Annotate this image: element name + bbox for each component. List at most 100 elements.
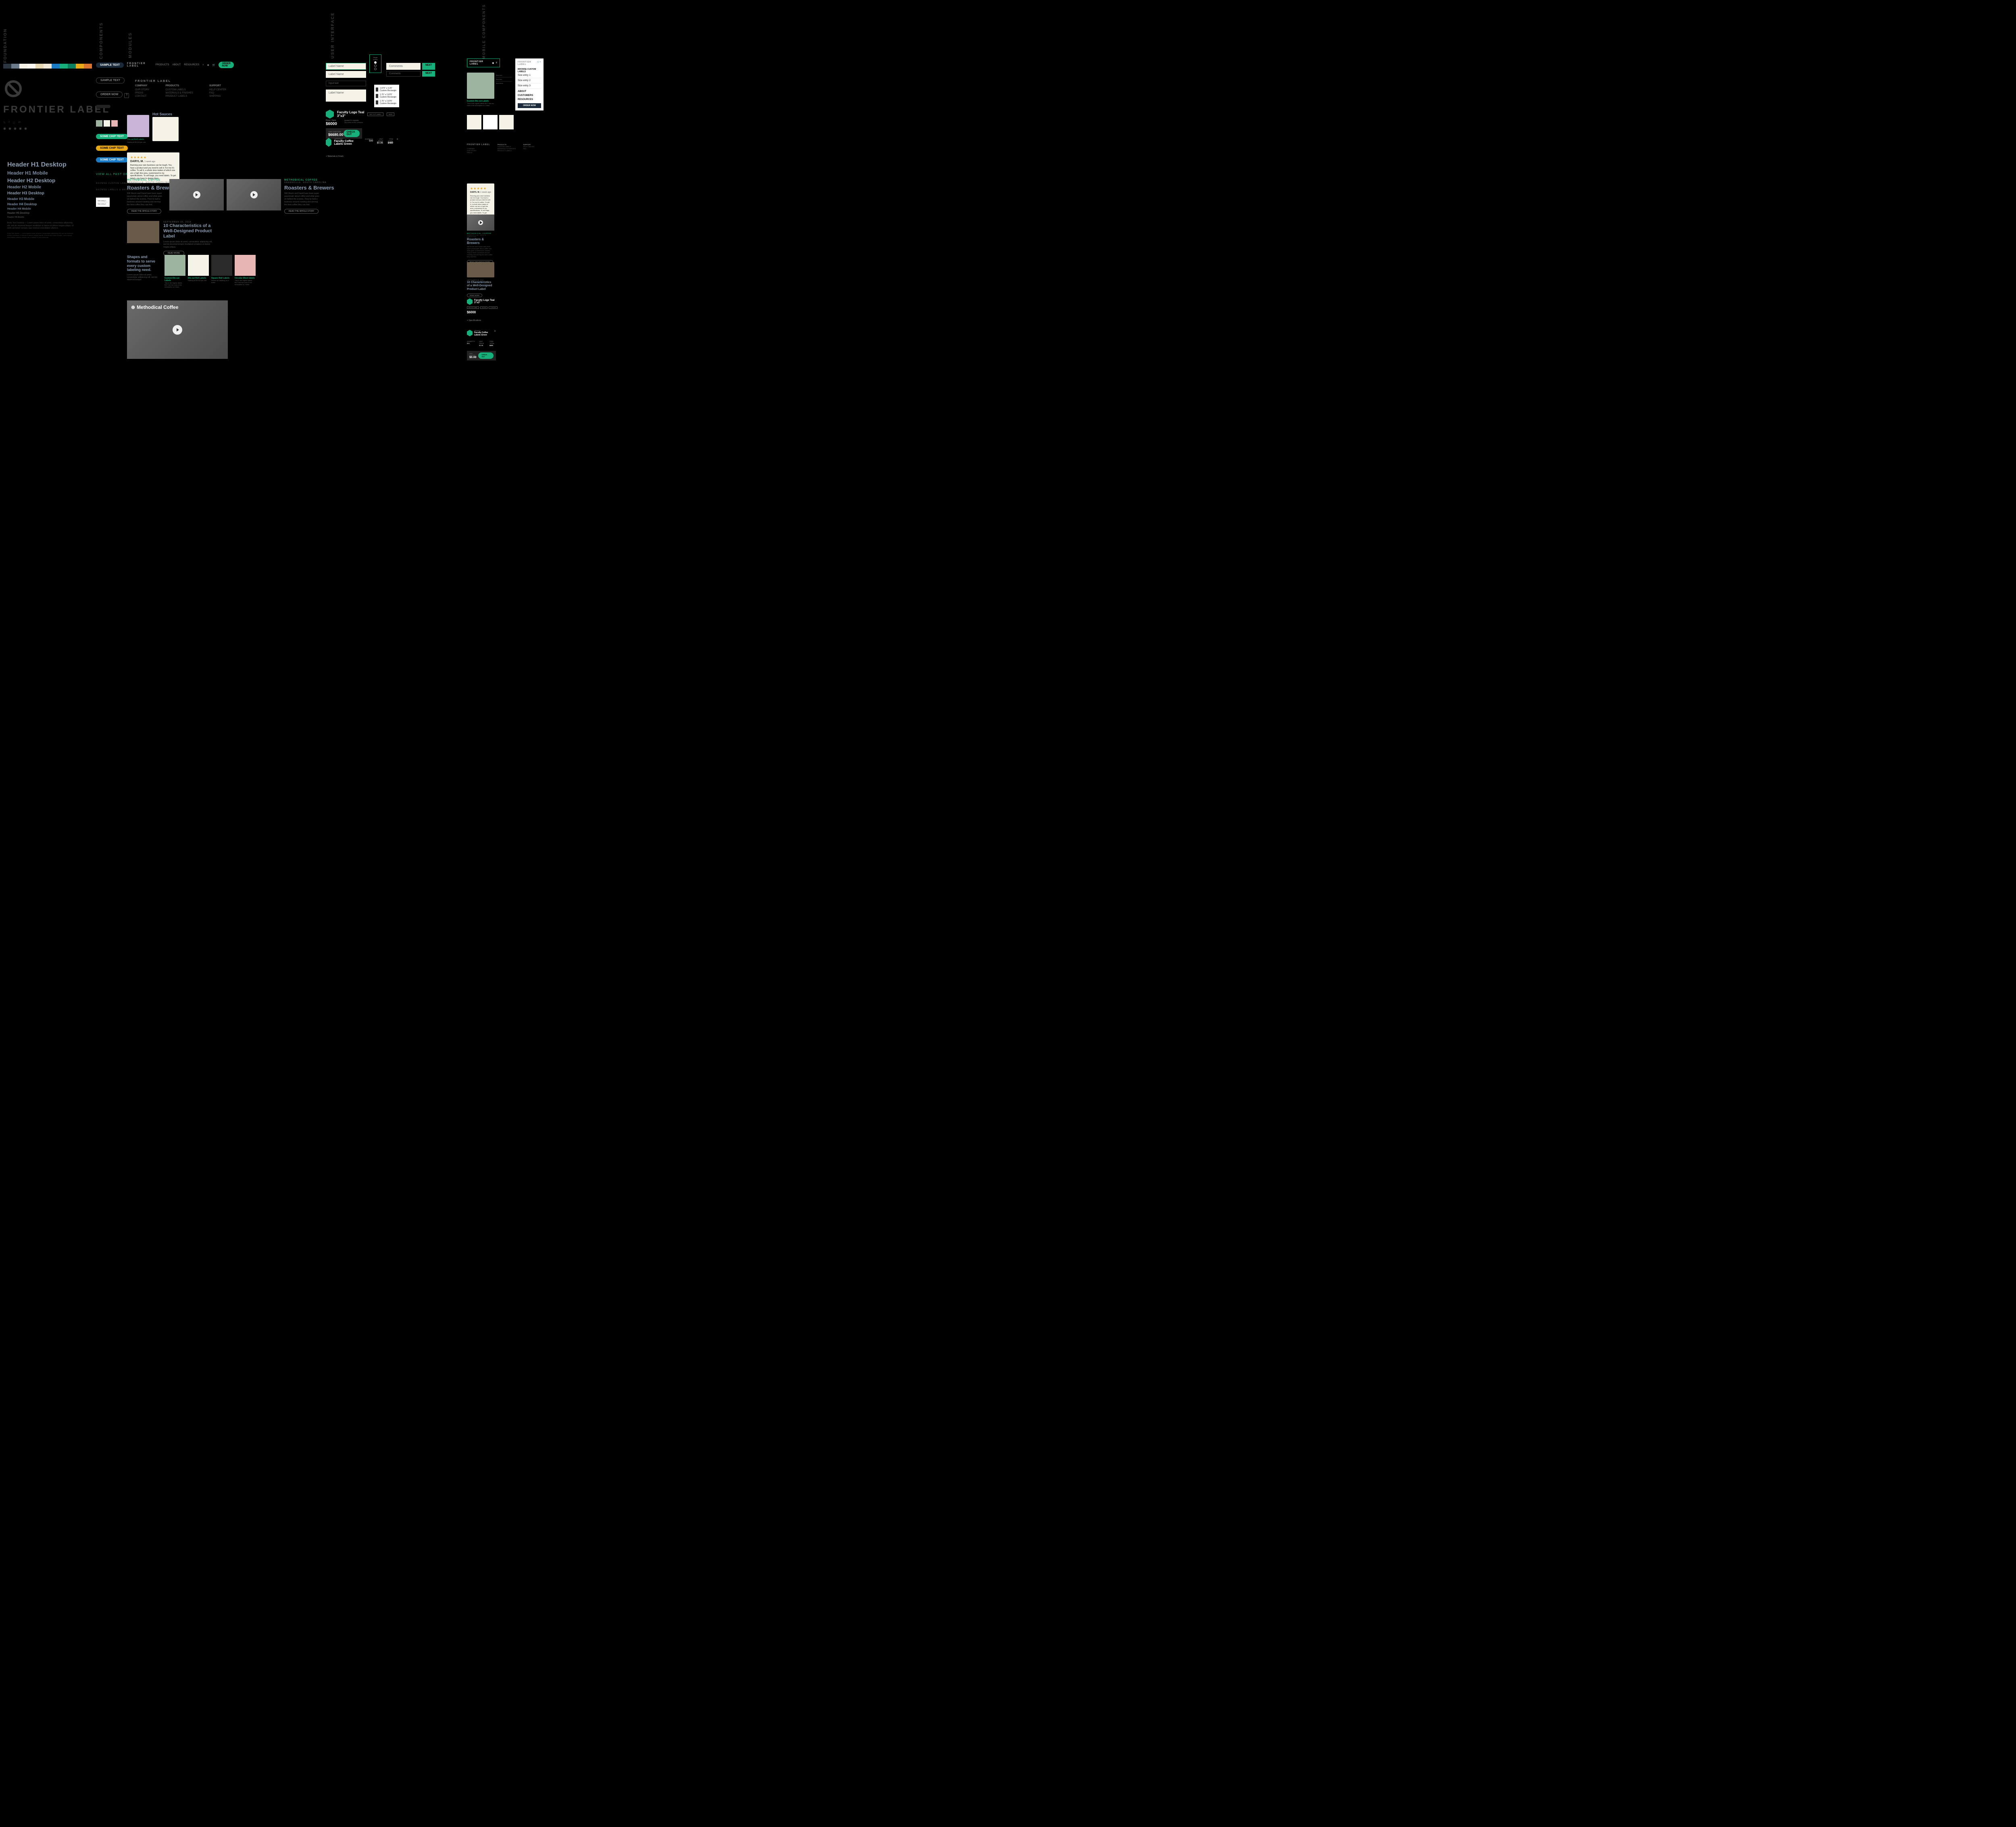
expand-materials[interactable]: + Materials & Finish: [326, 155, 344, 158]
product-thumb[interactable]: [152, 117, 179, 141]
subtotal-bar: CART SUBTOTAL $6680.00 CHECK OUT: [326, 128, 362, 139]
product-thumb[interactable]: [127, 115, 149, 137]
mobile-blog: SEPTEMBER 05, 2018 10 Characteristics of…: [467, 279, 494, 297]
shape-card[interactable]: Circular Sheet labelsThis is the regular…: [235, 255, 256, 288]
mobile-video[interactable]: [467, 215, 494, 231]
read-story-button[interactable]: READ THE WHOLE STORY: [127, 209, 161, 214]
chip-sample-solid[interactable]: SAMPLE TEXT: [96, 62, 124, 68]
cart-line: ORDERING Faculty Coffee Labels Green QUA…: [326, 138, 398, 147]
user-icon[interactable]: ◉: [207, 64, 209, 67]
mobile-blog-img[interactable]: [467, 262, 494, 277]
badge-diecut: DIE CUT LABEL: [367, 112, 383, 116]
input-text[interactable]: Input text: [326, 81, 366, 86]
video-hero[interactable]: ⊕ Methodical Coffee: [127, 300, 228, 359]
mobile-product-thumb[interactable]: [467, 73, 494, 99]
social-icon[interactable]: ◉: [8, 127, 11, 130]
social-icon[interactable]: ◉: [19, 127, 22, 130]
mobile-footer: FRONTIER LABEL COMPANY OUR STORYPRESS PR…: [467, 144, 534, 154]
section-foundation: FOUNDATION: [3, 28, 8, 63]
coffee-icon: ⊕: [131, 304, 135, 310]
size-dropdown[interactable]: 1.875" x 3.25" Custom Rectangle 1.75" x …: [374, 85, 399, 107]
play-icon: [193, 191, 200, 198]
social-icon[interactable]: ◉: [3, 127, 6, 130]
shape-card[interactable]: Die-cut Roll LabelsStarting at $0.018 pe…: [188, 255, 209, 288]
chip-yellow[interactable]: SOME CHIP TEXT: [96, 146, 128, 151]
facebook-icon[interactable]: f: [9, 121, 10, 124]
close-icon[interactable]: ✕: [539, 61, 541, 66]
textarea-label-name[interactable]: Label Name: [326, 90, 366, 102]
mobile-cart-line: ORDERING Faculty Coffee Labels Green ✕: [467, 330, 496, 336]
mobile-subtotal: CART SUBTOTAL $0.00 CHECK OUT: [467, 351, 496, 360]
thumb[interactable]: [467, 115, 481, 129]
video-thumb[interactable]: [227, 179, 281, 210]
cart-hex-icon: [326, 138, 331, 147]
thumb-swatch: [104, 120, 110, 127]
mobile-story: METHODICAL COFFEE GREENVILLE, SOUTH CARO…: [467, 232, 494, 264]
mobile-order-cta[interactable]: ORDER NOW: [518, 103, 541, 108]
color-palette: [3, 64, 92, 69]
twitter-icon[interactable]: 𝕏: [3, 121, 6, 124]
nav-item[interactable]: PRODUCTS: [156, 64, 169, 66]
menu-item[interactable]: Size entry 1: [518, 73, 541, 78]
input-label-name[interactable]: Label Name: [326, 63, 366, 70]
mobile-blog-cta[interactable]: READ MORE: [467, 294, 482, 297]
nav-brand[interactable]: FRONTIER LABEL: [127, 62, 150, 67]
menu-icon[interactable]: ≡: [496, 62, 497, 65]
mobile-prod-meta: Custom Die-cut Labels This is the regula…: [467, 100, 494, 106]
play-icon: [173, 325, 182, 335]
product-price: Starting at $0.018 per unit: [127, 141, 146, 143]
social-icon[interactable]: ◉: [24, 127, 27, 130]
thumb[interactable]: [483, 115, 498, 129]
input-comments-2[interactable]: Comments: [386, 71, 421, 77]
thumb-swatch: [111, 120, 118, 127]
mobile-header-frame: FRONTIER LABEL ◉ ≡: [467, 58, 500, 67]
close-icon[interactable]: ✕: [396, 138, 398, 141]
section-mobile: MOBILE COMPONENTS: [482, 4, 486, 59]
mobile-menu: FRONTIER LABEL 🛒 ✕ BROWSE CUSTOM LABELS …: [515, 58, 544, 110]
toggle[interactable]: [96, 105, 110, 108]
chip-blue[interactable]: SOME CHIP TEXT: [96, 157, 128, 162]
mobile-spec-expand[interactable]: + Specifications: [467, 319, 481, 322]
shape-card[interactable]: Square Roll LabelsPerfect for anything o…: [211, 255, 232, 288]
nav-item[interactable]: RESOURCES: [184, 64, 199, 66]
mobile-brand[interactable]: FRONTIER LABEL: [470, 60, 492, 65]
thumb[interactable]: [499, 115, 514, 129]
nav-cta[interactable]: ORDER NOW: [219, 62, 234, 68]
cart-icon[interactable]: 🛒: [212, 64, 215, 67]
search-icon[interactable]: ⌕: [202, 64, 204, 67]
linkedin-icon[interactable]: in: [18, 121, 20, 124]
brand-wordmark: FRONTIER LABEL: [3, 104, 110, 115]
social-icon[interactable]: ◉: [14, 127, 17, 130]
type-scale: Header H1 Desktop Header H1 Mobile Heade…: [7, 161, 76, 240]
shape-card[interactable]: Custom Die-cut LabelsThis is the regular…: [165, 255, 185, 288]
radio-off[interactable]: [374, 68, 377, 70]
input-label-name-2[interactable]: Label Name: [326, 71, 366, 78]
nav-item[interactable]: ABOUT: [173, 64, 181, 66]
account-icon[interactable]: ◉: [492, 62, 494, 65]
input-comments[interactable]: Comments: [386, 63, 421, 70]
instagram-icon[interactable]: ◻: [13, 121, 15, 124]
chip-green[interactable]: SOME CHIP TEXT: [96, 134, 128, 139]
video-thumb[interactable]: [169, 179, 224, 210]
hot-sauces-title: Hot Sauces: [152, 112, 172, 116]
desktop-nav: FRONTIER LABEL PRODUCTS ABOUT RESOURCES …: [127, 62, 234, 68]
thumb-swatch: [96, 120, 102, 127]
read-story-button[interactable]: READ THE WHOLE STORY: [284, 209, 319, 214]
blog-card[interactable]: SEPTEMBER 05, 2018 10 Characteristics of…: [127, 221, 216, 256]
video-hero-brand: ⊕ Methodical Coffee: [131, 304, 178, 310]
mobile-checkout[interactable]: CHECK OUT: [478, 352, 494, 359]
menu-item[interactable]: Size entry 3: [518, 83, 541, 89]
close-icon[interactable]: ✕: [494, 330, 496, 333]
next-button[interactable]: NEXT: [422, 71, 435, 77]
radio-off[interactable]: [374, 65, 377, 67]
count-badge: 3: [124, 93, 129, 98]
checkout-button[interactable]: CHECK OUT: [344, 130, 360, 137]
next-button[interactable]: NEXT: [422, 63, 435, 70]
radio-on[interactable]: [374, 61, 377, 64]
section-components: COMPONENTS: [99, 22, 104, 59]
chip-sample-outline[interactable]: SAMPLE TEXT: [96, 77, 125, 83]
radio-group: Single choice: [369, 54, 381, 73]
chip-order-now[interactable]: ORDER NOW: [96, 92, 123, 98]
menu-item[interactable]: Size entry 2: [518, 78, 541, 83]
mini-list: Size entry 1 Size entry 2: [96, 198, 110, 207]
